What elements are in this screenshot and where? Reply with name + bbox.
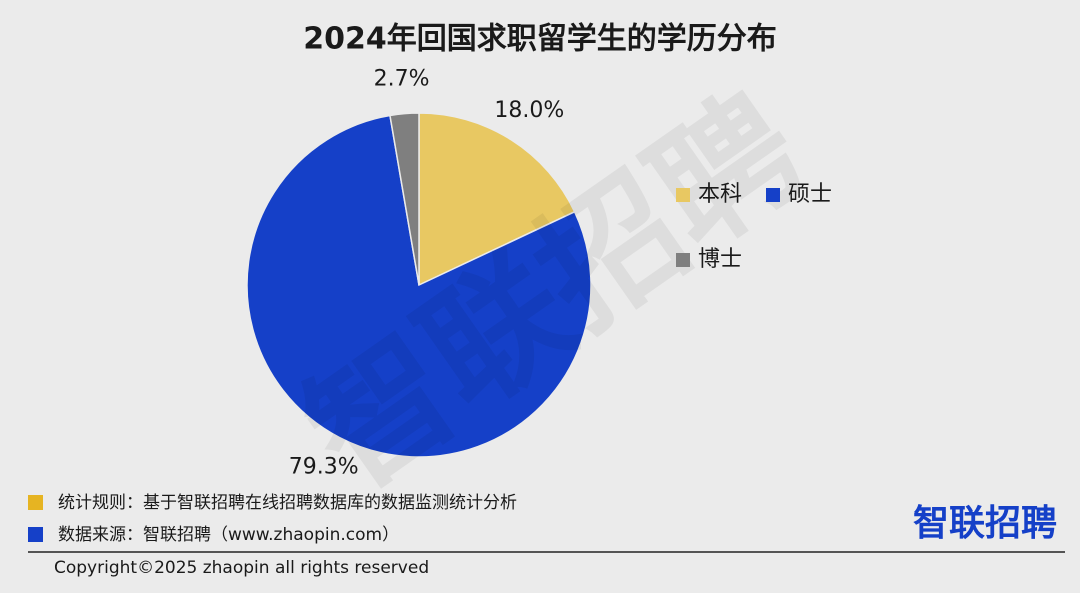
legend-label: 博士 — [698, 247, 742, 272]
legend-label: 本科 — [698, 182, 742, 207]
chart-title: 2024年回国求职留学生的学历分布 — [303, 22, 777, 57]
note: 统计规则：基于智联招聘在线招聘数据库的数据监测统计分析 — [58, 493, 517, 513]
pie: 18.0% 79.3% 2.7% — [246, 67, 592, 480]
logo: 智联招聘 — [913, 503, 1057, 544]
legend-swatch — [676, 253, 690, 267]
copyright: Copyright©2025 zhaopin all rights reserv… — [54, 558, 429, 578]
note-marker — [28, 495, 43, 510]
data-label: 18.0% — [494, 98, 564, 123]
legend-swatch — [676, 188, 690, 202]
pie-slice — [418, 112, 576, 287]
pie-slice — [389, 112, 420, 286]
pie-slice — [246, 114, 592, 458]
legend-swatch — [766, 188, 780, 202]
note: 数据来源：智联招聘（www.zhaopin.com） — [58, 525, 399, 545]
legend-label: 硕士 — [788, 182, 832, 207]
note-marker — [28, 527, 43, 542]
data-label: 79.3% — [289, 455, 359, 480]
data-label: 2.7% — [374, 67, 430, 92]
